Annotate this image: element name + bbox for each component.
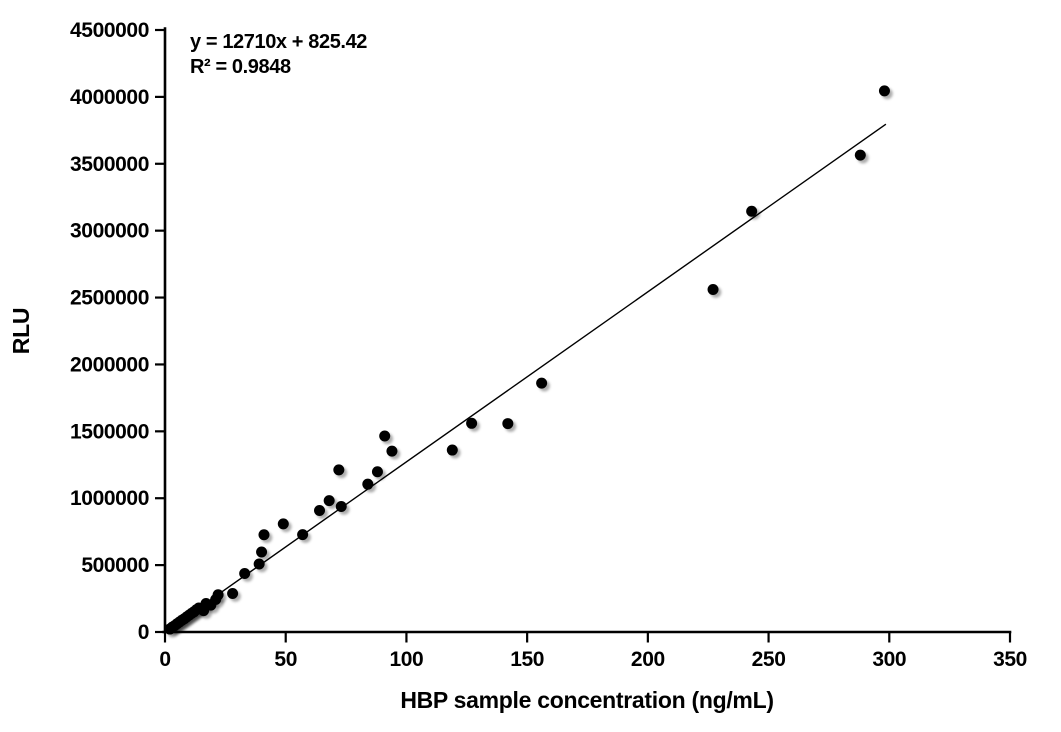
data-point [297,529,309,541]
data-point [258,529,270,541]
x-axis-title: HBP sample concentration (ng/mL) [400,687,773,713]
data-point [371,466,383,478]
data-point [746,205,758,217]
x-tick-label: 250 [752,648,786,671]
data-point [323,495,335,507]
r-squared-line: R² = 0.9848 [190,56,291,78]
x-tick-label: 100 [390,648,424,671]
equation-line: y = 12710x + 825.42 [190,31,367,53]
x-axis-tick-labels: 0 50 100 150 200 250 300 350 [159,648,1027,671]
y-axis-ticks [155,28,165,634]
y-axis-title: RLU [8,308,34,354]
y-tick-label: 2000000 [70,353,149,376]
data-point [854,149,866,161]
data-point [878,85,890,97]
x-tick-label: 0 [159,648,170,671]
data-point [335,501,347,513]
y-tick-label: 3000000 [70,220,149,243]
data-point [446,444,458,456]
data-point [707,284,719,296]
y-tick-label: 1500000 [70,420,149,443]
data-point [386,445,398,457]
x-tick-label: 350 [993,648,1027,671]
data-point [227,587,239,599]
data-point [253,558,265,570]
y-tick-label: 2500000 [70,287,149,310]
y-tick-label: 0 [138,621,149,644]
x-tick-label: 150 [510,648,544,671]
y-tick-label: 1000000 [70,487,149,510]
data-point [536,377,548,389]
x-axis-ticks [163,632,1012,643]
data-point [277,518,289,530]
y-tick-label: 3500000 [70,153,149,176]
y-tick-label: 500000 [81,554,149,577]
data-point [256,546,268,558]
data-point [212,589,224,601]
data-point [362,478,374,490]
x-tick-label: 50 [274,648,297,671]
y-tick-label: 4000000 [70,86,149,109]
equation-annotation: y = 12710x + 825.42 R² = 0.9848 [190,31,368,78]
trend-line [167,123,887,631]
y-axis-tick-labels: 0 500000 1000000 1500000 2000000 2500000 30000… [70,19,149,644]
data-points [164,85,890,635]
data-point [314,505,326,517]
y-tick-label: 4500000 [70,19,149,42]
x-tick-label: 200 [631,648,665,671]
data-point [333,464,345,476]
data-point [502,418,514,430]
data-point [379,430,391,442]
data-point [239,568,251,580]
x-tick-label: 300 [872,648,906,671]
data-point [466,417,478,429]
